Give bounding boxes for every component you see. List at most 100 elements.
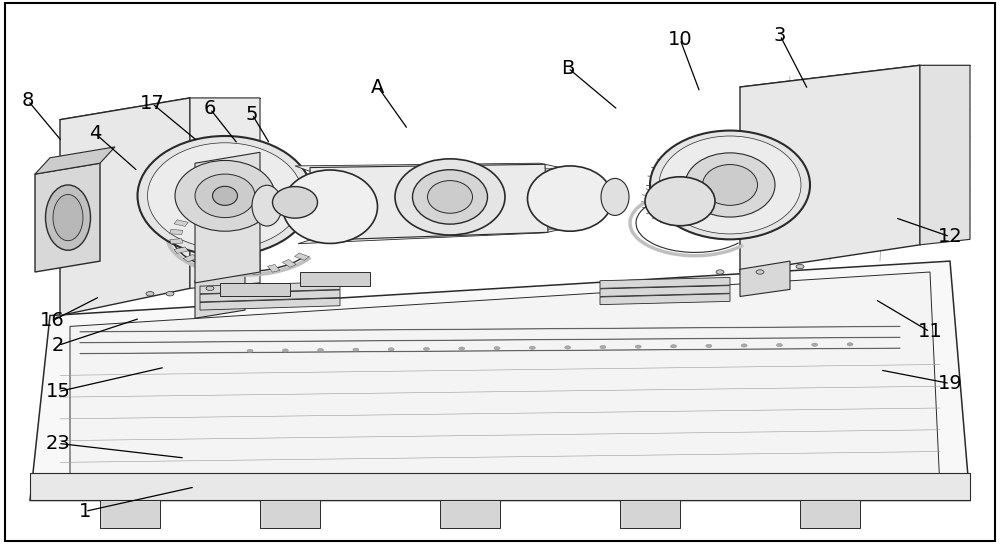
- Polygon shape: [30, 261, 970, 500]
- Text: 6: 6: [204, 100, 216, 118]
- Bar: [268, 201, 280, 209]
- Polygon shape: [600, 277, 730, 288]
- Ellipse shape: [138, 136, 312, 256]
- Bar: [214, 200, 226, 208]
- Circle shape: [706, 344, 712, 348]
- Ellipse shape: [395, 159, 505, 235]
- Text: 11: 11: [918, 323, 942, 341]
- Circle shape: [423, 347, 429, 350]
- Bar: [183, 212, 198, 219]
- Ellipse shape: [252, 185, 282, 226]
- Bar: [282, 206, 296, 214]
- Polygon shape: [60, 98, 190, 316]
- Circle shape: [146, 292, 154, 296]
- Circle shape: [756, 270, 764, 274]
- Circle shape: [353, 348, 359, 351]
- Polygon shape: [600, 294, 730, 305]
- Ellipse shape: [685, 153, 775, 217]
- Text: 2: 2: [52, 336, 64, 355]
- Circle shape: [671, 345, 677, 348]
- Text: 1: 1: [79, 502, 91, 521]
- Polygon shape: [35, 147, 115, 174]
- Ellipse shape: [601, 178, 629, 215]
- Bar: [183, 255, 198, 262]
- Circle shape: [565, 346, 571, 349]
- Bar: [174, 220, 188, 226]
- Circle shape: [776, 343, 782, 347]
- Polygon shape: [295, 163, 565, 171]
- Ellipse shape: [413, 170, 488, 224]
- Bar: [170, 239, 183, 244]
- Circle shape: [635, 345, 641, 348]
- Bar: [170, 230, 183, 234]
- Polygon shape: [298, 228, 565, 244]
- Circle shape: [529, 346, 535, 349]
- Bar: [800, 500, 860, 528]
- Text: 4: 4: [89, 124, 101, 143]
- Ellipse shape: [212, 186, 238, 205]
- Text: B: B: [561, 59, 575, 77]
- Text: 17: 17: [140, 94, 164, 113]
- Circle shape: [282, 349, 288, 352]
- Ellipse shape: [195, 174, 255, 218]
- Ellipse shape: [659, 136, 801, 234]
- Ellipse shape: [272, 187, 318, 218]
- Circle shape: [494, 347, 500, 350]
- Polygon shape: [195, 272, 245, 318]
- Text: 5: 5: [246, 105, 258, 123]
- Polygon shape: [200, 290, 340, 302]
- Circle shape: [796, 264, 804, 269]
- Circle shape: [206, 286, 214, 290]
- Circle shape: [600, 345, 606, 349]
- Bar: [174, 247, 188, 254]
- Text: 16: 16: [40, 312, 64, 330]
- Ellipse shape: [650, 131, 810, 239]
- Ellipse shape: [53, 195, 83, 240]
- Bar: [620, 500, 680, 528]
- Polygon shape: [200, 298, 340, 310]
- Bar: [220, 283, 290, 296]
- Text: 23: 23: [46, 434, 70, 453]
- Bar: [295, 213, 309, 220]
- Bar: [251, 199, 261, 206]
- Polygon shape: [195, 152, 260, 283]
- Circle shape: [812, 343, 818, 347]
- Bar: [233, 268, 242, 275]
- Polygon shape: [310, 164, 548, 240]
- Bar: [197, 205, 210, 213]
- Polygon shape: [70, 272, 940, 490]
- Polygon shape: [35, 163, 100, 272]
- Text: 8: 8: [22, 91, 34, 110]
- Bar: [282, 259, 296, 267]
- Text: 15: 15: [46, 382, 70, 401]
- Ellipse shape: [148, 143, 302, 249]
- Bar: [197, 261, 210, 269]
- Bar: [251, 268, 261, 275]
- Ellipse shape: [46, 185, 90, 250]
- Text: 10: 10: [668, 30, 692, 48]
- Polygon shape: [740, 65, 920, 272]
- Bar: [300, 272, 370, 286]
- Polygon shape: [30, 473, 970, 500]
- Ellipse shape: [428, 181, 473, 213]
- Polygon shape: [600, 286, 730, 296]
- Circle shape: [388, 348, 394, 351]
- Polygon shape: [200, 282, 340, 294]
- Bar: [295, 253, 309, 260]
- Bar: [100, 500, 160, 528]
- Ellipse shape: [175, 160, 275, 231]
- Circle shape: [741, 344, 747, 347]
- Circle shape: [716, 270, 724, 274]
- Bar: [440, 500, 500, 528]
- Polygon shape: [920, 65, 970, 245]
- Circle shape: [318, 349, 324, 352]
- Text: 19: 19: [938, 374, 962, 393]
- Polygon shape: [740, 261, 790, 296]
- Bar: [268, 264, 280, 272]
- Text: A: A: [371, 78, 385, 96]
- Ellipse shape: [283, 170, 378, 244]
- Ellipse shape: [645, 177, 715, 226]
- Bar: [260, 500, 320, 528]
- Text: 3: 3: [774, 26, 786, 45]
- Bar: [214, 265, 226, 273]
